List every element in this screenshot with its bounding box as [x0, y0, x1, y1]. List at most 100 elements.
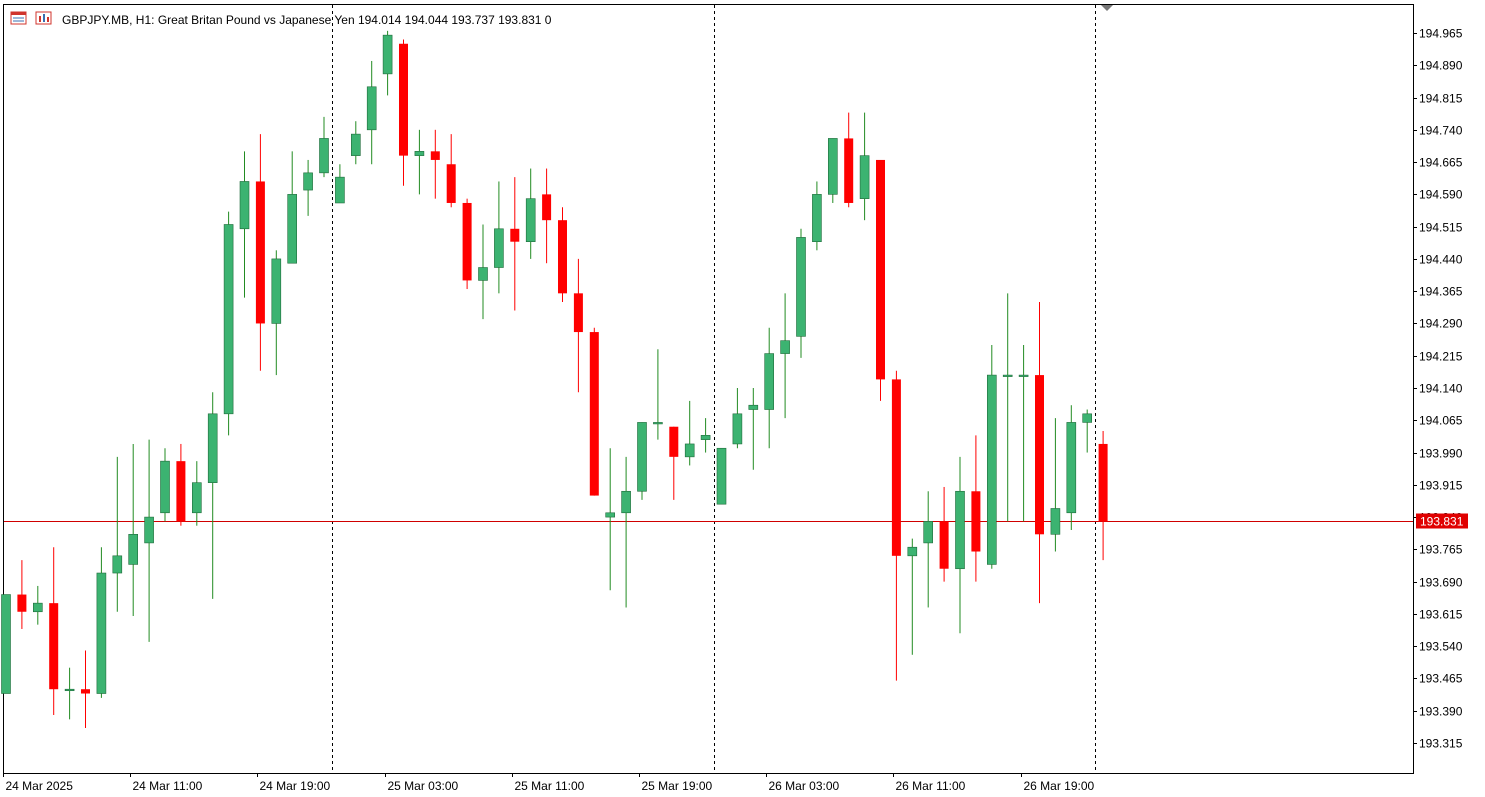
candle[interactable]	[589, 327, 599, 496]
candle[interactable]	[700, 418, 711, 453]
candle[interactable]	[366, 60, 377, 165]
candle[interactable]	[17, 560, 27, 629]
bull-candle-body	[160, 460, 170, 514]
candle[interactable]	[939, 486, 949, 582]
candle[interactable]	[1098, 431, 1108, 561]
candle[interactable]	[1, 594, 11, 694]
bull-candle-body	[780, 340, 790, 354]
price-tick-label: 193.315	[1419, 737, 1463, 751]
candle[interactable]	[1002, 293, 1013, 522]
candle[interactable]	[796, 228, 806, 358]
bull-candle-body	[494, 228, 504, 268]
candle[interactable]	[510, 177, 520, 311]
price-tick-label: 193.465	[1419, 672, 1463, 686]
candle[interactable]	[955, 456, 965, 634]
candle[interactable]	[192, 461, 202, 526]
day-separators	[332, 5, 1096, 773]
candle[interactable]	[430, 129, 440, 199]
price-tick-label: 193.765	[1419, 543, 1463, 557]
candle[interactable]	[96, 547, 107, 698]
price-tick-label: 194.965	[1419, 27, 1463, 41]
candle[interactable]	[462, 198, 472, 290]
candle[interactable]	[478, 224, 488, 320]
bear-candle-body	[891, 379, 901, 556]
candle[interactable]	[414, 129, 425, 195]
price-axis[interactable]: 194.965 194.890 194.815 194.740 194.665 194.5…	[1413, 27, 1463, 751]
price-tick-label: 194.740	[1419, 124, 1463, 138]
candle[interactable]	[542, 168, 552, 264]
candle[interactable]	[1066, 405, 1077, 530]
candle[interactable]	[812, 181, 822, 251]
candle[interactable]	[558, 207, 567, 302]
candle[interactable]	[923, 491, 934, 608]
candle[interactable]	[144, 439, 154, 642]
candle[interactable]	[350, 121, 361, 165]
candle[interactable]	[986, 344, 997, 569]
candle[interactable]	[605, 448, 616, 591]
candle[interactable]	[335, 164, 345, 204]
bull-candle-body	[716, 447, 727, 505]
candle[interactable]	[64, 667, 75, 720]
candle[interactable]	[525, 168, 536, 259]
candle[interactable]	[844, 112, 854, 208]
time-axis[interactable]: 24 Mar 2025 24 Mar 11:00 24 Mar 19:00 25 Ma…	[3, 773, 1095, 793]
candle[interactable]	[621, 456, 631, 608]
candle[interactable]	[255, 134, 265, 371]
candle[interactable]	[573, 258, 583, 393]
price-tick-label: 194.215	[1419, 350, 1463, 364]
candle[interactable]	[382, 30, 393, 96]
time-tick-label: 24 Mar 19:00	[260, 779, 331, 793]
candle[interactable]	[684, 400, 695, 466]
candle[interactable]	[827, 138, 838, 203]
current-price-value: 193.831	[1420, 515, 1464, 529]
candle[interactable]	[716, 447, 727, 505]
candle[interactable]	[1018, 344, 1029, 522]
candle[interactable]	[637, 422, 647, 500]
candle[interactable]	[669, 426, 679, 500]
candle[interactable]	[112, 456, 123, 612]
bull-candle-body	[859, 155, 870, 199]
candle[interactable]	[1082, 409, 1092, 453]
chart-header: GBPJPY.MB, H1: Great Britan Pound vs Jap…	[10, 11, 552, 27]
candle[interactable]	[748, 388, 759, 470]
candle[interactable]	[32, 585, 43, 625]
candle[interactable]	[81, 650, 90, 728]
candle[interactable]	[859, 112, 870, 221]
candle[interactable]	[287, 151, 298, 264]
bull-candle-body	[287, 194, 298, 264]
candles	[1, 30, 1108, 728]
candle[interactable]	[160, 448, 170, 522]
candle[interactable]	[891, 370, 901, 681]
candle[interactable]	[239, 151, 250, 298]
candle[interactable]	[176, 443, 186, 526]
candle[interactable]	[49, 547, 59, 716]
bull-candle-body	[1002, 374, 1013, 377]
candle[interactable]	[128, 443, 138, 617]
candle[interactable]	[399, 39, 408, 186]
candle[interactable]	[876, 159, 885, 401]
candle[interactable]	[780, 293, 790, 419]
time-tick-label: 26 Mar 03:00	[769, 779, 840, 793]
candle[interactable]	[764, 327, 775, 449]
candle[interactable]	[1050, 418, 1061, 552]
candle[interactable]	[907, 538, 918, 655]
candle[interactable]	[319, 116, 329, 178]
candle[interactable]	[446, 134, 456, 208]
candle[interactable]	[303, 159, 313, 216]
candle[interactable]	[653, 349, 663, 440]
candle[interactable]	[207, 392, 218, 599]
candle[interactable]	[223, 211, 234, 436]
candle[interactable]	[494, 181, 504, 294]
bear-candle-body	[589, 332, 599, 496]
candle[interactable]	[1035, 301, 1044, 604]
candle[interactable]	[971, 435, 981, 582]
plot-area[interactable]	[3, 4, 1414, 774]
bear-candle-body	[558, 220, 567, 294]
chart-window-icon[interactable]	[35, 11, 52, 25]
bull-candle-body	[1082, 413, 1092, 423]
market-watch-icon[interactable]	[10, 11, 27, 25]
candle[interactable]	[732, 388, 743, 449]
candle[interactable]	[271, 250, 282, 376]
